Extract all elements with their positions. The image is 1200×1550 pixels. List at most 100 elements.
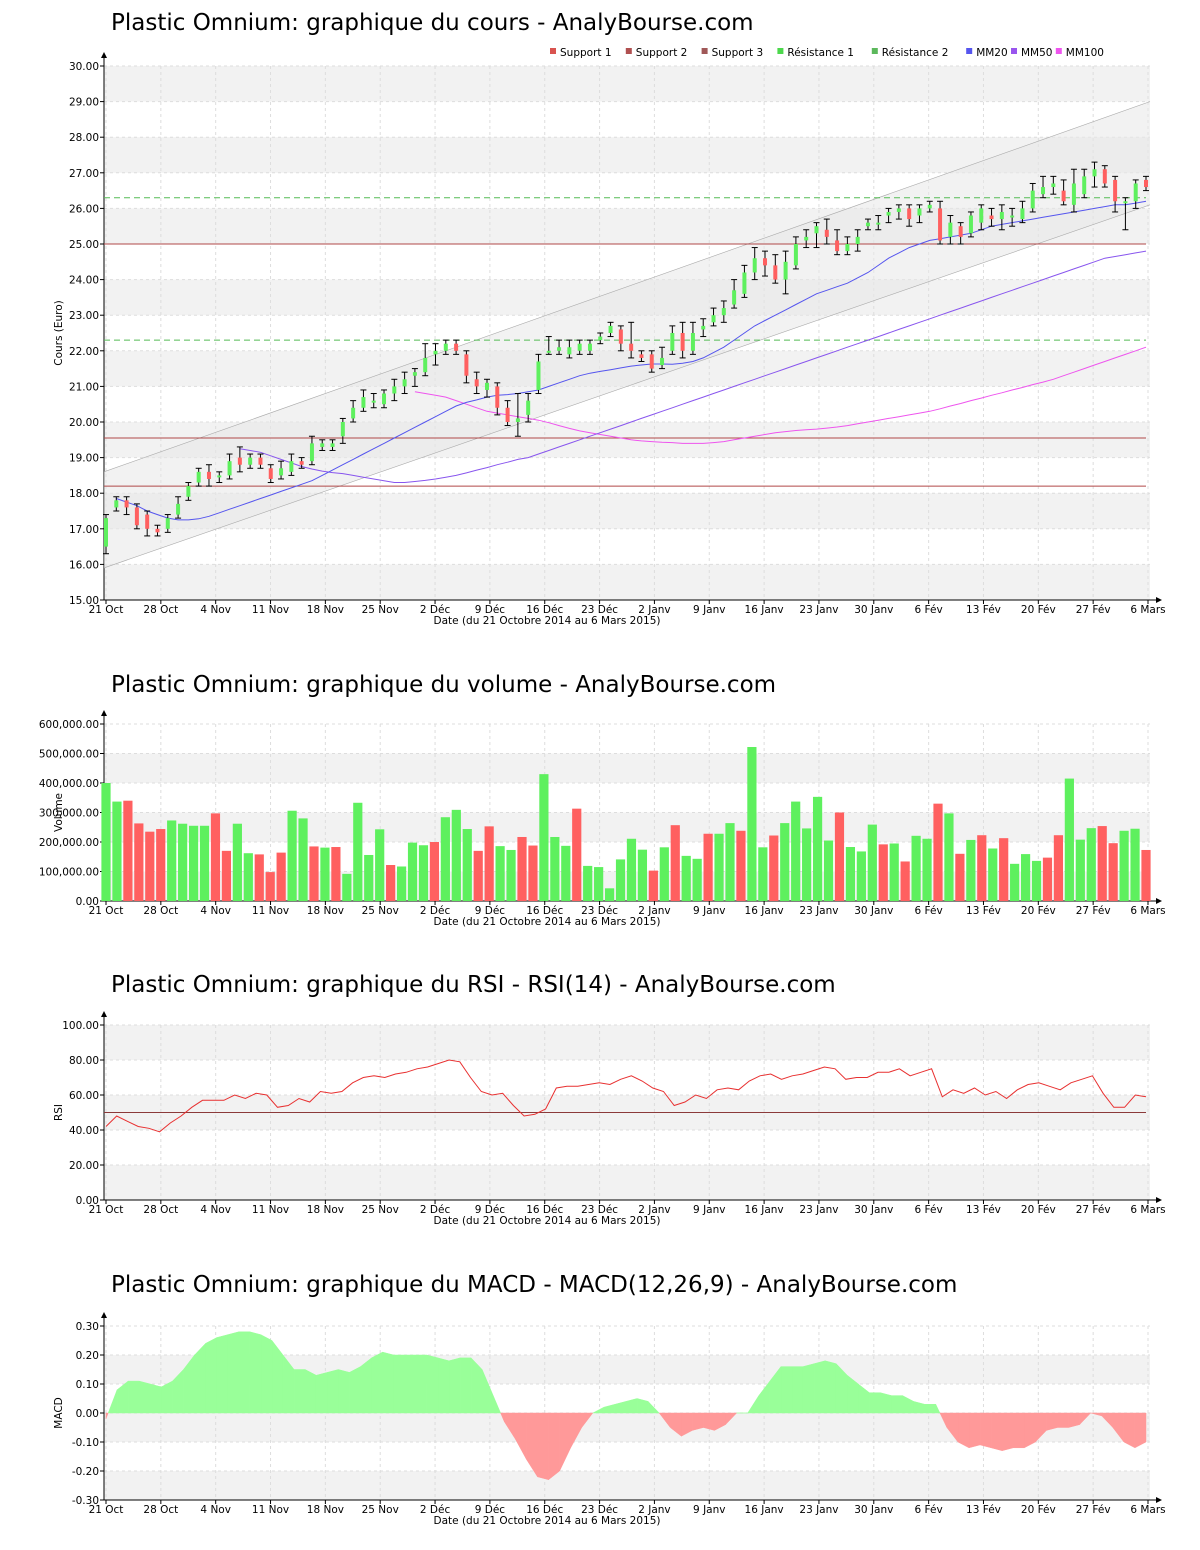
macd-area <box>349 1366 361 1414</box>
x-tick-label: 21 Oct <box>89 1504 124 1516</box>
macd-area <box>107 1389 118 1414</box>
y-tick-label: 0.20 <box>76 1350 99 1362</box>
x-tick-label: 9 Déc <box>475 1504 506 1516</box>
candle-body <box>155 528 160 533</box>
candle-body <box>917 208 922 216</box>
y-tick-label: 15.00 <box>69 595 99 607</box>
candle-body <box>1071 183 1076 205</box>
volume-bar <box>287 810 297 901</box>
grid-band <box>104 1165 1150 1200</box>
candle-body <box>587 343 592 351</box>
x-tick-label: 9 Janv <box>693 905 725 917</box>
macd-area <box>194 1342 206 1414</box>
x-tick-label: 4 Nov <box>200 1504 231 1516</box>
candle-body <box>536 361 541 390</box>
macd-area <box>238 1331 251 1414</box>
x-axis-arrow <box>1156 1497 1162 1503</box>
macd-area <box>415 1354 428 1414</box>
y-tick-label: 18.00 <box>69 488 99 500</box>
volume-chart-panel: Plastic Omnium: graphique du volume - An… <box>0 660 1200 940</box>
legend-label: Support 1 <box>560 47 612 59</box>
x-tick-label: 2 Déc <box>420 1204 451 1216</box>
candle-body <box>1144 179 1148 188</box>
candle-body <box>340 422 345 437</box>
y-tick-label: 0.00 <box>76 1408 99 1420</box>
candle-body <box>248 457 253 465</box>
candle-body <box>690 333 695 351</box>
volume-bar <box>681 855 691 901</box>
volume-bar <box>1097 826 1107 901</box>
y-tick-label: 400,000.00 <box>39 778 99 790</box>
y-tick-label: -0.20 <box>72 1466 99 1478</box>
y-tick-label: 0.30 <box>76 1321 99 1333</box>
x-tick-label: 11 Nov <box>252 905 289 917</box>
x-axis-title: Date (du 21 Octobre 2014 au 6 Mars 2015) <box>434 1215 661 1227</box>
price-chart-panel: Plastic Omnium: graphique du cours - Ana… <box>0 0 1200 640</box>
macd-area <box>1134 1412 1147 1449</box>
volume-bar <box>396 866 407 901</box>
candle-body <box>783 261 788 280</box>
macd-area <box>138 1380 151 1414</box>
volume-bar <box>670 825 680 901</box>
volume-bar <box>1064 778 1074 901</box>
macd-area <box>824 1360 837 1414</box>
volume-bar <box>364 854 374 901</box>
x-tick-label: 2 Janv <box>638 1504 670 1516</box>
candle-body <box>958 226 963 237</box>
macd-area <box>293 1369 306 1414</box>
candle-body <box>711 315 716 323</box>
candle-body <box>557 347 562 351</box>
x-tick-label: 6 Fév <box>915 905 943 917</box>
x-tick-label: 9 Janv <box>693 1504 725 1516</box>
volume-bar <box>112 801 122 901</box>
x-tick-label: 18 Nov <box>307 905 344 917</box>
macd-area <box>548 1412 560 1481</box>
candle-body <box>104 518 108 547</box>
candle-body <box>742 272 747 294</box>
macd-area <box>725 1412 738 1426</box>
x-tick-label: 23 Janv <box>799 1204 838 1216</box>
y-tick-label: 16.00 <box>69 559 99 571</box>
grid-band <box>104 1471 1150 1500</box>
volume-bar <box>145 831 155 901</box>
volume-bar <box>1075 839 1085 901</box>
candle-body <box>804 236 809 241</box>
macd-area <box>813 1360 826 1414</box>
macd-area <box>1012 1412 1025 1449</box>
candle-body <box>371 400 376 403</box>
x-tick-label: 9 Déc <box>475 604 506 616</box>
candle-body <box>443 343 448 351</box>
volume-bar <box>966 839 976 901</box>
volume-bar <box>823 840 834 901</box>
candle-body <box>1041 187 1046 195</box>
macd-area <box>614 1401 627 1414</box>
volume-bar <box>758 847 768 901</box>
macd-area <box>1046 1412 1058 1431</box>
y-axis-arrow <box>101 1011 107 1017</box>
x-tick-label: 18 Nov <box>307 1504 344 1516</box>
x-axis-arrow <box>1156 898 1162 904</box>
price-chart-title: Plastic Omnium: graphique du cours - Ana… <box>111 10 754 36</box>
rsi-chart-title: Plastic Omnium: graphique du RSI - RSI(1… <box>111 972 836 998</box>
macd-area <box>703 1412 715 1431</box>
volume-bar <box>1010 863 1020 901</box>
x-tick-label: 16 Janv <box>745 1504 784 1516</box>
candle-body <box>701 325 706 330</box>
x-tick-label: 28 Oct <box>143 905 178 917</box>
x-tick-label: 30 Janv <box>854 905 893 917</box>
y-tick-label: 60.00 <box>69 1090 99 1102</box>
x-tick-label: 2 Déc <box>420 1504 451 1516</box>
price-chart: 15.00 16.00 17.00 18.00 19.00 20.00 21.00 22.00… <box>53 47 1166 627</box>
volume-bar <box>692 858 702 901</box>
x-tick-label: 21 Oct <box>89 1204 124 1216</box>
macd-area <box>105 1412 109 1419</box>
rsi-chart: 0.00 20.00 40.00 60.00 80.00 100.00 21 Oct 28 O… <box>53 1011 1166 1227</box>
macd-area <box>459 1357 472 1414</box>
volume-bar <box>440 817 450 901</box>
y-axis-title: RSI <box>53 1104 65 1121</box>
candle-body <box>1020 208 1025 220</box>
macd-area <box>426 1354 439 1414</box>
macd-area <box>515 1412 527 1460</box>
macd-area <box>636 1398 649 1414</box>
candle-body <box>968 215 973 234</box>
